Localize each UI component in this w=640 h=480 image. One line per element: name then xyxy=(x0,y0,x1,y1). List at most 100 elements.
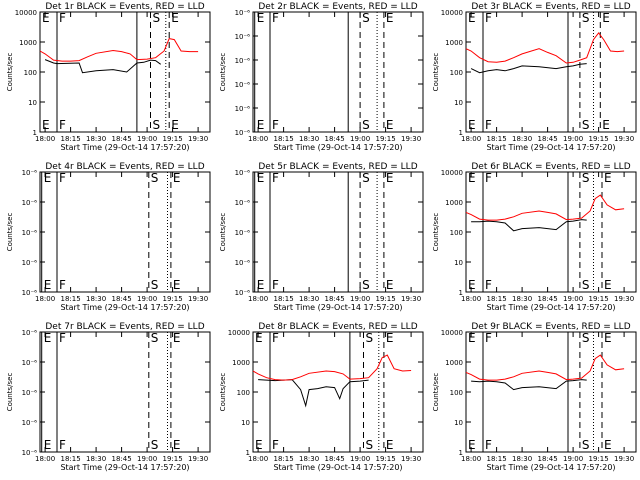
x-tick-label: 18:15 xyxy=(61,135,81,143)
y-tick-label: 10⁻⁶ xyxy=(235,259,251,267)
y-tick-label: 10000 xyxy=(228,329,250,337)
marker-label: S xyxy=(366,331,374,345)
marker-label: E xyxy=(255,331,263,345)
marker-label: E xyxy=(44,278,52,292)
plot-title: Det 4r BLACK = Events, RED = LLD xyxy=(45,162,204,172)
x-axis-label: Start Time (29-Oct-14 17:57:20) xyxy=(60,303,189,312)
y-tick-label: 1 xyxy=(459,449,463,457)
x-tick-label: 18:30 xyxy=(512,135,532,143)
y-tick-label: 10⁻⁶ xyxy=(235,169,251,177)
y-tick-label: 1000 xyxy=(232,359,250,367)
plot-panel-det8: Det 8r BLACK = Events, RED = LLD 1 10 100 10… xyxy=(219,322,424,472)
plot-title: Det 5r BLACK = Events, RED = LLD xyxy=(258,162,417,172)
marker-label: S xyxy=(153,11,161,25)
x-tick-label: 18:45 xyxy=(538,295,558,303)
marker-label: F xyxy=(59,331,66,345)
marker-label: F xyxy=(272,11,279,25)
y-tick-label: 10000 xyxy=(15,9,37,17)
y-tick-label: 10⁻⁶ xyxy=(22,329,38,337)
x-tick-label: 18:00 xyxy=(35,135,55,143)
marker-label: S xyxy=(362,171,370,185)
events-series-line xyxy=(470,63,587,74)
y-tick-label: 10000 xyxy=(441,329,463,337)
plot-panel-det2: Det 2r BLACK = Events, RED = LLD 10⁻⁶ 10⁻⁶… xyxy=(219,2,424,152)
marker-label: F xyxy=(272,278,279,292)
marker-label: F xyxy=(59,171,66,185)
marker-label: E xyxy=(257,278,265,292)
x-tick-label: 19:30 xyxy=(188,455,208,463)
x-tick-label: 19:30 xyxy=(401,295,421,303)
x-tick-label: 18:45 xyxy=(112,455,132,463)
x-axis-label: Start Time (29-Oct-14 17:57:20) xyxy=(273,303,402,312)
marker-label: E xyxy=(386,118,394,132)
x-tick-label: 19:00 xyxy=(563,295,583,303)
marker-label: E xyxy=(604,278,612,292)
marker-label: E xyxy=(468,11,476,25)
x-tick-label: 19:15 xyxy=(163,295,183,303)
x-tick-label: 19:15 xyxy=(163,135,183,143)
marker-label: F xyxy=(485,331,492,345)
y-tick-label: 100 xyxy=(237,389,250,397)
y-axis-label: Counts/sec xyxy=(6,213,14,252)
plot-panel-det5: Det 5r BLACK = Events, RED = LLD 10⁻⁶ 10⁻⁶… xyxy=(219,162,424,312)
y-tick-label: 1000 xyxy=(19,39,37,47)
marker-label: E xyxy=(257,11,265,25)
x-tick-label: 19:15 xyxy=(376,455,396,463)
y-tick-label: 1 xyxy=(246,449,250,457)
x-tick-label: 18:30 xyxy=(299,135,319,143)
marker-label: E xyxy=(468,118,476,132)
y-axis-label: Counts/sec xyxy=(432,373,440,412)
x-tick-label: 19:15 xyxy=(589,135,609,143)
marker-label: S xyxy=(582,118,590,132)
x-tick-label: 19:00 xyxy=(350,295,370,303)
y-tick-label: 10⁻⁶ xyxy=(235,105,251,113)
y-tick-label: 10⁻⁶ xyxy=(22,199,38,207)
x-tick-label: 18:15 xyxy=(61,295,81,303)
x-tick-label: 18:30 xyxy=(512,295,532,303)
marker-label: E xyxy=(602,11,610,25)
plot-title: Det 6r BLACK = Events, RED = LLD xyxy=(471,162,630,172)
y-tick-label: 10⁻⁶ xyxy=(235,229,251,237)
y-tick-label: 1 xyxy=(33,129,37,137)
x-tick-label: 18:00 xyxy=(461,295,481,303)
x-tick-label: 18:45 xyxy=(112,135,132,143)
marker-label: F xyxy=(59,11,66,25)
y-tick-label: 10⁻⁶ xyxy=(235,33,251,41)
y-tick-label: 10⁻⁶ xyxy=(235,129,251,137)
x-axis-label: Start Time (29-Oct-14 17:57:20) xyxy=(486,463,615,472)
x-tick-label: 18:00 xyxy=(248,295,268,303)
x-tick-label: 19:15 xyxy=(163,455,183,463)
y-tick-label: 10⁻⁶ xyxy=(22,389,38,397)
y-tick-label: 1 xyxy=(459,129,463,137)
plot-panel-det6: Det 6r BLACK = Events, RED = LLD 1 10 100 10… xyxy=(432,162,637,312)
y-tick-label: 10⁻⁶ xyxy=(235,57,251,65)
x-axis-label: Start Time (29-Oct-14 17:57:20) xyxy=(273,143,402,152)
x-tick-label: 18:45 xyxy=(538,455,558,463)
marker-label: E xyxy=(173,278,181,292)
x-tick-label: 18:15 xyxy=(274,295,294,303)
plot-title: Det 2r BLACK = Events, RED = LLD xyxy=(258,2,417,12)
marker-label: S xyxy=(151,278,159,292)
y-tick-label: 1 xyxy=(459,289,463,297)
marker-label: S xyxy=(582,278,590,292)
x-tick-label: 19:00 xyxy=(137,295,157,303)
y-tick-label: 10⁻⁶ xyxy=(22,169,38,177)
x-tick-label: 19:30 xyxy=(401,455,421,463)
marker-label: S xyxy=(582,438,590,452)
y-tick-label: 10⁻⁶ xyxy=(235,289,251,297)
marker-label: E xyxy=(255,438,263,452)
y-tick-label: 1000 xyxy=(445,39,463,47)
x-tick-label: 19:15 xyxy=(376,295,396,303)
y-tick-label: 100 xyxy=(450,69,463,77)
marker-label: E xyxy=(468,438,476,452)
y-tick-label: 10⁻⁶ xyxy=(22,289,38,297)
y-tick-label: 10000 xyxy=(441,9,463,17)
marker-label: E xyxy=(386,278,394,292)
marker-label: F xyxy=(485,438,492,452)
x-tick-label: 19:30 xyxy=(614,295,634,303)
y-axis-label: Counts/sec xyxy=(219,53,227,92)
y-axis-label: Counts/sec xyxy=(432,213,440,252)
marker-label: E xyxy=(386,438,394,452)
x-tick-label: 19:15 xyxy=(589,295,609,303)
plot-title: Det 9r BLACK = Events, RED = LLD xyxy=(471,322,630,332)
